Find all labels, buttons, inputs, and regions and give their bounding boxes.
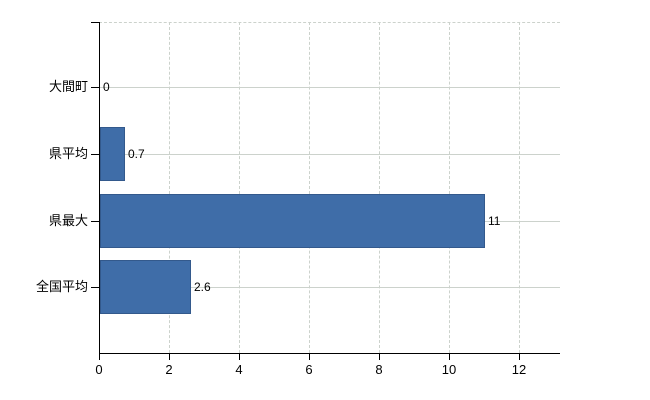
x-axis-tick-6	[309, 353, 310, 360]
x-axis-tick-4	[239, 353, 240, 360]
bar-1	[100, 127, 125, 181]
x-tick-label-0: 0	[95, 362, 103, 377]
x-tick-label-6: 6	[305, 362, 313, 377]
plot-top-border	[99, 22, 560, 23]
x-gridline-4	[239, 22, 240, 353]
x-axis-tick-12	[519, 353, 520, 360]
value-label-3: 2.6	[194, 280, 211, 294]
value-label-0: 0	[103, 80, 110, 94]
y-axis-tick-0	[91, 87, 99, 88]
x-axis-tick-0	[99, 353, 100, 360]
category-label-2: 県最大	[48, 213, 88, 228]
x-gridline-2	[169, 22, 170, 353]
x-tick-label-10: 10	[441, 362, 457, 377]
category-gridline-1	[99, 154, 560, 155]
x-axis-tick-2	[169, 353, 170, 360]
x-axis-tick-10	[449, 353, 450, 360]
category-gridline-0	[99, 87, 560, 88]
category-label-1: 県平均	[48, 146, 88, 161]
x-gridline-10	[449, 22, 450, 353]
x-axis-tick-8	[379, 353, 380, 360]
y-axis-tick-2	[91, 221, 99, 222]
x-gridline-12	[519, 22, 520, 353]
y-axis-tick-3	[91, 287, 99, 288]
category-label-3: 全国平均	[35, 279, 88, 294]
y-axis-top-tick	[91, 22, 99, 23]
x-gridline-8	[379, 22, 380, 353]
y-axis	[99, 22, 100, 353]
x-tick-label-8: 8	[375, 362, 383, 377]
category-gridline-3	[99, 287, 560, 288]
bar-3	[100, 260, 191, 314]
x-axis	[99, 353, 560, 354]
x-tick-label-2: 2	[165, 362, 173, 377]
y-axis-tick-1	[91, 154, 99, 155]
x-tick-label-12: 12	[511, 362, 527, 377]
bar-2	[100, 194, 485, 248]
value-label-1: 0.7	[128, 147, 145, 161]
value-label-2: 11	[488, 214, 501, 228]
x-tick-label-4: 4	[235, 362, 243, 377]
x-gridline-6	[309, 22, 310, 353]
category-label-0: 大間町	[48, 79, 88, 94]
